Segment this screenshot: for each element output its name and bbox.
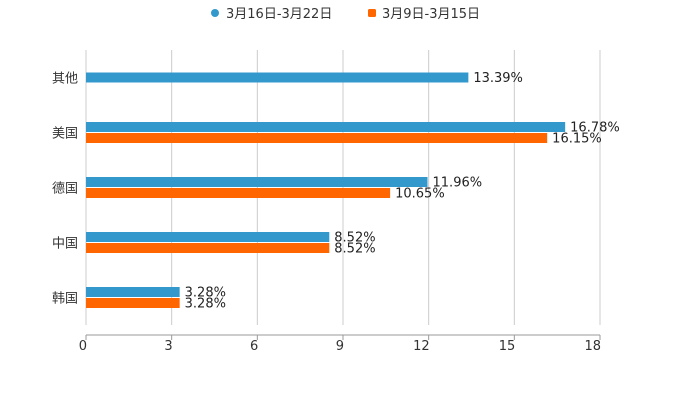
legend: 3月16日-3月22日 3月9日-3月15日 xyxy=(211,7,480,22)
data-label: 3.28% xyxy=(185,286,226,301)
bar-series-2 xyxy=(86,298,180,308)
x-tick-label: 18 xyxy=(584,339,601,354)
category-label: 韩国 xyxy=(52,292,78,307)
data-label: 3.28% xyxy=(185,297,226,312)
data-label: 10.65% xyxy=(395,187,445,202)
bar-series-1 xyxy=(86,232,330,242)
bar-series-1 xyxy=(86,122,566,132)
data-label: 16.15% xyxy=(552,132,602,147)
bar-series-1 xyxy=(86,177,428,187)
legend-label-series-1: 3月16日-3月22日 xyxy=(226,7,332,22)
legend-marker-series-2 xyxy=(368,9,376,17)
data-label: 16.78% xyxy=(570,121,620,136)
legend-label-series-2: 3月9日-3月15日 xyxy=(382,7,480,22)
data-label: 13.39% xyxy=(473,71,523,86)
data-label: 8.52% xyxy=(334,231,375,246)
bar-series-2 xyxy=(86,243,330,253)
x-tick-label: 9 xyxy=(336,339,344,354)
data-label: 8.52% xyxy=(334,242,375,257)
x-axis: 0 3 6 9 12 15 18 xyxy=(79,334,601,354)
x-tick-label: 12 xyxy=(413,339,430,354)
category-label: 其他 xyxy=(52,72,78,87)
x-tick-label: 3 xyxy=(164,339,172,354)
legend-marker-series-1 xyxy=(211,9,219,17)
grid xyxy=(85,50,601,325)
x-tick-label: 0 xyxy=(79,339,87,354)
category-label: 中国 xyxy=(52,237,78,252)
data-label: 11.96% xyxy=(433,176,483,191)
category-label: 美国 xyxy=(52,127,78,142)
category-label: 德国 xyxy=(52,182,78,197)
x-tick-label: 15 xyxy=(499,339,516,354)
bars: 13.39% 16.78%16.15% 11.96%10.65% 8.52%8.52%… xyxy=(86,71,620,312)
bar-series-1 xyxy=(86,287,180,297)
bar-series-2 xyxy=(86,188,391,198)
bar-series-1 xyxy=(86,72,469,83)
bar-series-2 xyxy=(86,133,548,143)
x-tick-label: 6 xyxy=(250,339,258,354)
